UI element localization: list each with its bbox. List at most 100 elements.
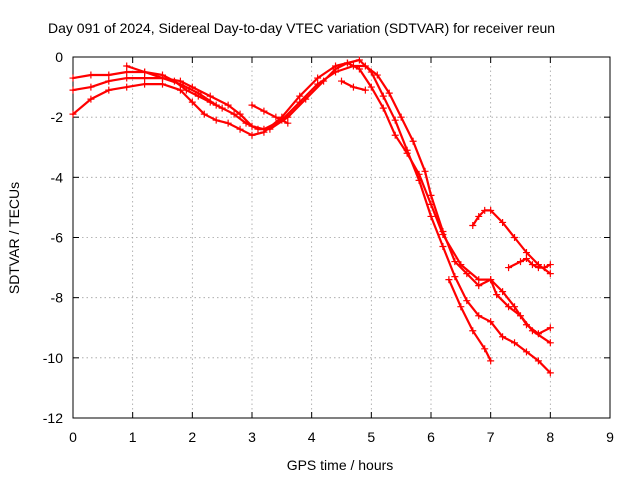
data-point (248, 101, 256, 109)
data-point (487, 206, 495, 214)
data-point (367, 83, 375, 91)
data-point (367, 68, 375, 76)
data-point (248, 131, 256, 139)
data-point (469, 327, 477, 335)
series-sat-f (338, 77, 369, 94)
data-point (511, 303, 519, 311)
data-point (511, 339, 519, 347)
data-point (439, 243, 447, 251)
data-point (230, 110, 238, 118)
data-point (105, 86, 113, 94)
data-point (481, 345, 489, 353)
y-tick-label: -12 (43, 410, 63, 426)
series-line (71, 64, 552, 335)
data-point (546, 369, 554, 377)
data-point (159, 80, 166, 88)
data-point (224, 101, 232, 109)
data-point (302, 95, 310, 103)
y-tick-label: -10 (43, 350, 63, 366)
y-tick-label: 0 (55, 49, 63, 65)
data-point (397, 113, 405, 121)
data-point (522, 249, 530, 257)
data-point (349, 83, 357, 91)
data-point (87, 95, 95, 103)
data-point (260, 107, 268, 115)
data-point (141, 68, 149, 76)
data-point (439, 227, 447, 235)
data-point (242, 119, 250, 127)
data-point (87, 83, 95, 91)
series-line (250, 103, 289, 125)
data-point (105, 77, 113, 85)
data-point (224, 119, 232, 127)
data-point (188, 98, 196, 106)
data-point (212, 116, 220, 124)
data-point (254, 125, 262, 133)
data-point (493, 291, 501, 299)
data-point (391, 116, 399, 124)
data-point (349, 62, 357, 70)
x-tick-label: 4 (308, 429, 316, 445)
grid (73, 57, 610, 418)
data-point (463, 270, 471, 278)
data-point (105, 71, 113, 79)
data-point (314, 74, 322, 82)
data-point (272, 113, 280, 121)
data-point (379, 92, 387, 100)
data-point (487, 318, 495, 326)
data-point (236, 125, 244, 133)
data-point (266, 125, 274, 133)
data-point (481, 206, 489, 214)
data-point (534, 330, 542, 338)
data-point (546, 324, 554, 332)
x-tick-label: 0 (69, 429, 77, 445)
data-point (546, 261, 554, 269)
data-point (522, 348, 530, 356)
data-point (505, 303, 513, 311)
data-point (475, 312, 483, 320)
data-point (451, 273, 459, 281)
x-tick-label: 7 (487, 429, 495, 445)
data-point (415, 176, 423, 184)
data-point (69, 110, 77, 118)
data-point (338, 77, 345, 85)
data-point (457, 303, 465, 311)
data-point (403, 146, 411, 154)
data-point (123, 83, 131, 91)
data-point (451, 258, 459, 266)
data-point (511, 234, 519, 241)
data-point (194, 89, 202, 97)
data-point (332, 65, 340, 73)
data-point (391, 131, 399, 139)
y-tick-label: -6 (51, 230, 64, 246)
axis-ticks: 0 1 2 3 4 5 6 7 8 9 0 -2 -4 -6 -8 -10 -12 (43, 49, 614, 445)
data-point (522, 321, 530, 329)
x-tick-label: 8 (546, 429, 554, 445)
x-tick-label: 5 (367, 429, 375, 445)
data-point (361, 86, 369, 94)
data-point (475, 212, 483, 220)
x-axis-label: GPS time / hours (287, 457, 394, 473)
data-point (296, 92, 304, 100)
data-point (540, 264, 548, 272)
data-point (475, 282, 483, 290)
data-point (176, 80, 184, 88)
data-point (284, 113, 292, 121)
series-group (69, 56, 554, 377)
data-point (87, 71, 95, 79)
data-point (487, 357, 495, 365)
data-point (379, 104, 387, 112)
data-point (409, 137, 417, 145)
series-sat-h (505, 255, 554, 272)
data-point (499, 218, 507, 226)
data-point (236, 110, 244, 118)
data-point (528, 261, 536, 269)
y-axis-label: SDTVAR / TECUs (6, 182, 22, 294)
data-point (159, 74, 166, 82)
y-tick-label: -8 (51, 290, 64, 306)
x-tick-label: 3 (248, 429, 256, 445)
data-point (176, 86, 184, 94)
series-sat-d (123, 62, 220, 109)
data-point (475, 276, 483, 284)
data-point (499, 288, 507, 296)
